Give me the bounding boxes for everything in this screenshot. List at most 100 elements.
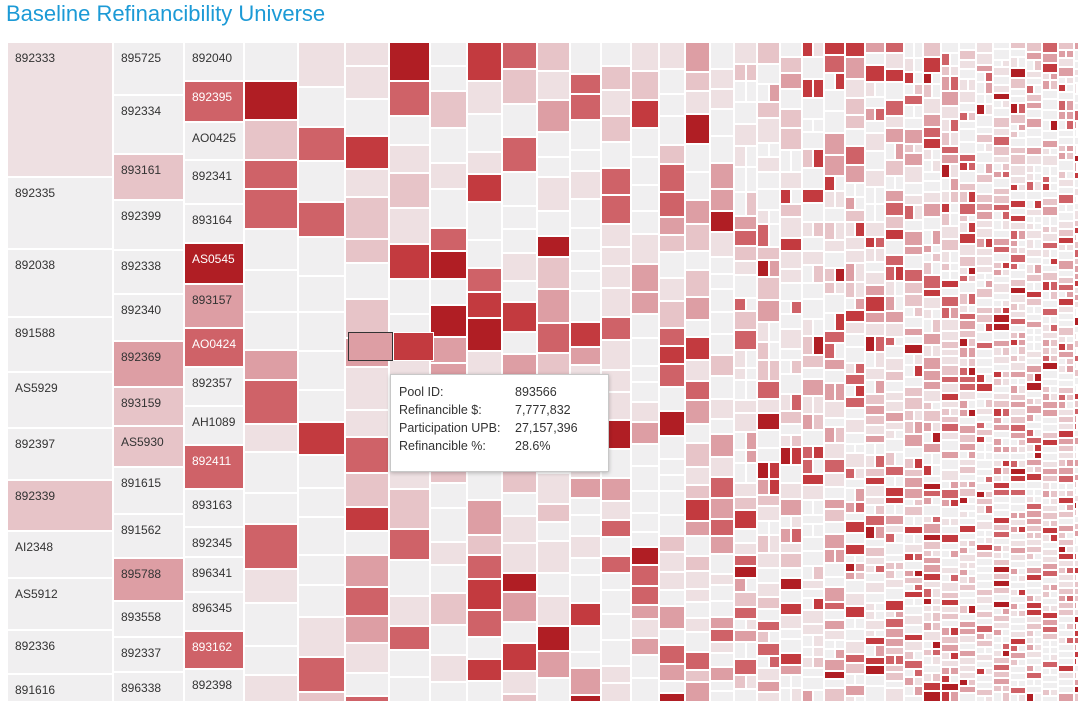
treemap-cell[interactable]	[993, 408, 1002, 417]
treemap-cell[interactable]	[757, 143, 769, 157]
pool-cell-896341[interactable]: 896341	[184, 557, 244, 592]
treemap-cell[interactable]	[914, 144, 923, 153]
treemap-cell[interactable]	[659, 491, 685, 515]
treemap-cell[interactable]	[537, 211, 570, 236]
treemap-cell[interactable]	[941, 582, 959, 592]
treemap-cell[interactable]	[659, 346, 685, 364]
treemap-cell[interactable]	[1074, 162, 1077, 172]
treemap-cell[interactable]	[904, 377, 923, 387]
treemap-cell[interactable]	[932, 605, 941, 612]
treemap-cell[interactable]	[959, 358, 968, 367]
treemap-cell[interactable]	[976, 42, 993, 53]
treemap-cell[interactable]	[631, 314, 659, 338]
treemap-cell[interactable]	[1074, 693, 1079, 702]
treemap-cell[interactable]	[1026, 658, 1042, 665]
treemap-cell[interactable]	[993, 431, 1010, 438]
treemap-cell[interactable]	[601, 116, 631, 142]
treemap-cell[interactable]	[950, 178, 959, 191]
treemap-cell[interactable]	[757, 399, 780, 413]
treemap-cell[interactable]	[1058, 651, 1074, 658]
treemap-cell[interactable]	[244, 380, 298, 424]
treemap-cell[interactable]	[993, 364, 1010, 371]
treemap-cell[interactable]	[1026, 595, 1034, 602]
treemap-cell[interactable]	[875, 630, 885, 637]
treemap-cell[interactable]	[1026, 581, 1042, 588]
treemap-cell[interactable]	[976, 392, 993, 399]
treemap-cell[interactable]	[885, 504, 895, 515]
treemap-cell[interactable]	[950, 251, 959, 263]
treemap-cell[interactable]	[1010, 200, 1026, 208]
treemap-cell[interactable]	[1042, 120, 1050, 131]
treemap-cell[interactable]	[993, 276, 1010, 283]
pool-cell-892369[interactable]: 892369	[113, 341, 184, 387]
treemap-cell[interactable]	[824, 55, 845, 73]
treemap-cell[interactable]	[885, 371, 904, 381]
treemap-cell[interactable]	[802, 580, 824, 589]
treemap-cell[interactable]	[993, 128, 1010, 136]
treemap-cell[interactable]	[959, 121, 976, 129]
treemap-cell[interactable]	[824, 688, 845, 702]
treemap-cell[interactable]	[1058, 221, 1074, 229]
treemap-cell[interactable]	[959, 293, 968, 305]
treemap-cell[interactable]	[1042, 324, 1050, 332]
treemap-cell[interactable]	[1010, 215, 1026, 222]
treemap-cell[interactable]	[1042, 63, 1058, 73]
treemap-cell[interactable]	[1010, 496, 1026, 504]
treemap-cell[interactable]	[824, 522, 845, 534]
treemap-cell[interactable]	[685, 72, 710, 91]
treemap-cell[interactable]	[845, 282, 855, 298]
treemap-cell[interactable]	[685, 618, 710, 632]
treemap-cell[interactable]	[1010, 603, 1018, 610]
treemap-cell[interactable]	[959, 244, 976, 256]
treemap-cell[interactable]	[1010, 42, 1026, 49]
treemap-cell[interactable]	[1074, 137, 1079, 145]
treemap-cell[interactable]	[885, 143, 895, 160]
treemap-cell[interactable]	[734, 230, 757, 246]
treemap-cell[interactable]	[865, 296, 885, 312]
treemap-cell[interactable]	[430, 593, 467, 625]
treemap-cell[interactable]	[976, 332, 993, 342]
treemap-cell[interactable]	[430, 128, 467, 163]
treemap-cell[interactable]	[855, 468, 865, 479]
treemap-cell[interactable]	[502, 332, 537, 354]
treemap-cell[interactable]	[885, 515, 904, 525]
treemap-cell[interactable]	[914, 534, 923, 544]
treemap-cell[interactable]	[993, 238, 1010, 246]
treemap-cell[interactable]	[835, 268, 845, 282]
treemap-cell[interactable]	[685, 670, 710, 682]
treemap-cell[interactable]	[467, 535, 502, 555]
treemap-cell[interactable]	[1066, 336, 1074, 343]
treemap-cell[interactable]	[502, 229, 537, 253]
treemap-cell[interactable]	[502, 172, 537, 206]
treemap-cell[interactable]	[1026, 437, 1042, 444]
treemap-cell[interactable]	[824, 443, 845, 459]
treemap-cell[interactable]	[959, 497, 968, 504]
treemap-cell[interactable]	[802, 355, 824, 368]
treemap-cell[interactable]	[993, 108, 1010, 117]
treemap-cell[interactable]	[932, 516, 941, 523]
treemap-cell[interactable]	[855, 555, 865, 563]
treemap-cell[interactable]	[1026, 525, 1042, 532]
treemap-cell[interactable]	[1042, 53, 1058, 63]
treemap-cell[interactable]	[1050, 490, 1058, 498]
treemap-cell[interactable]	[1034, 630, 1042, 637]
pool-cell-893162[interactable]: 893162	[184, 631, 244, 669]
treemap-cell[interactable]	[976, 174, 993, 183]
treemap-cell[interactable]	[1058, 327, 1074, 336]
treemap-cell[interactable]	[993, 356, 1010, 364]
treemap-cell[interactable]	[757, 247, 780, 260]
treemap-cell[interactable]	[904, 516, 914, 526]
treemap-cell[interactable]	[1002, 692, 1010, 702]
treemap-cell[interactable]	[1042, 584, 1050, 591]
treemap-cell[interactable]	[976, 682, 993, 689]
treemap-cell[interactable]	[941, 296, 959, 307]
treemap-cell[interactable]	[1074, 94, 1079, 103]
treemap-cell[interactable]	[941, 526, 959, 534]
treemap-cell[interactable]	[757, 430, 780, 448]
treemap-cell[interactable]	[813, 319, 824, 336]
treemap-cell[interactable]	[1042, 386, 1050, 393]
treemap-cell[interactable]	[1034, 398, 1042, 405]
treemap-cell[interactable]	[1010, 680, 1018, 687]
treemap-cell[interactable]	[1058, 445, 1074, 452]
treemap-cell[interactable]	[345, 643, 389, 673]
